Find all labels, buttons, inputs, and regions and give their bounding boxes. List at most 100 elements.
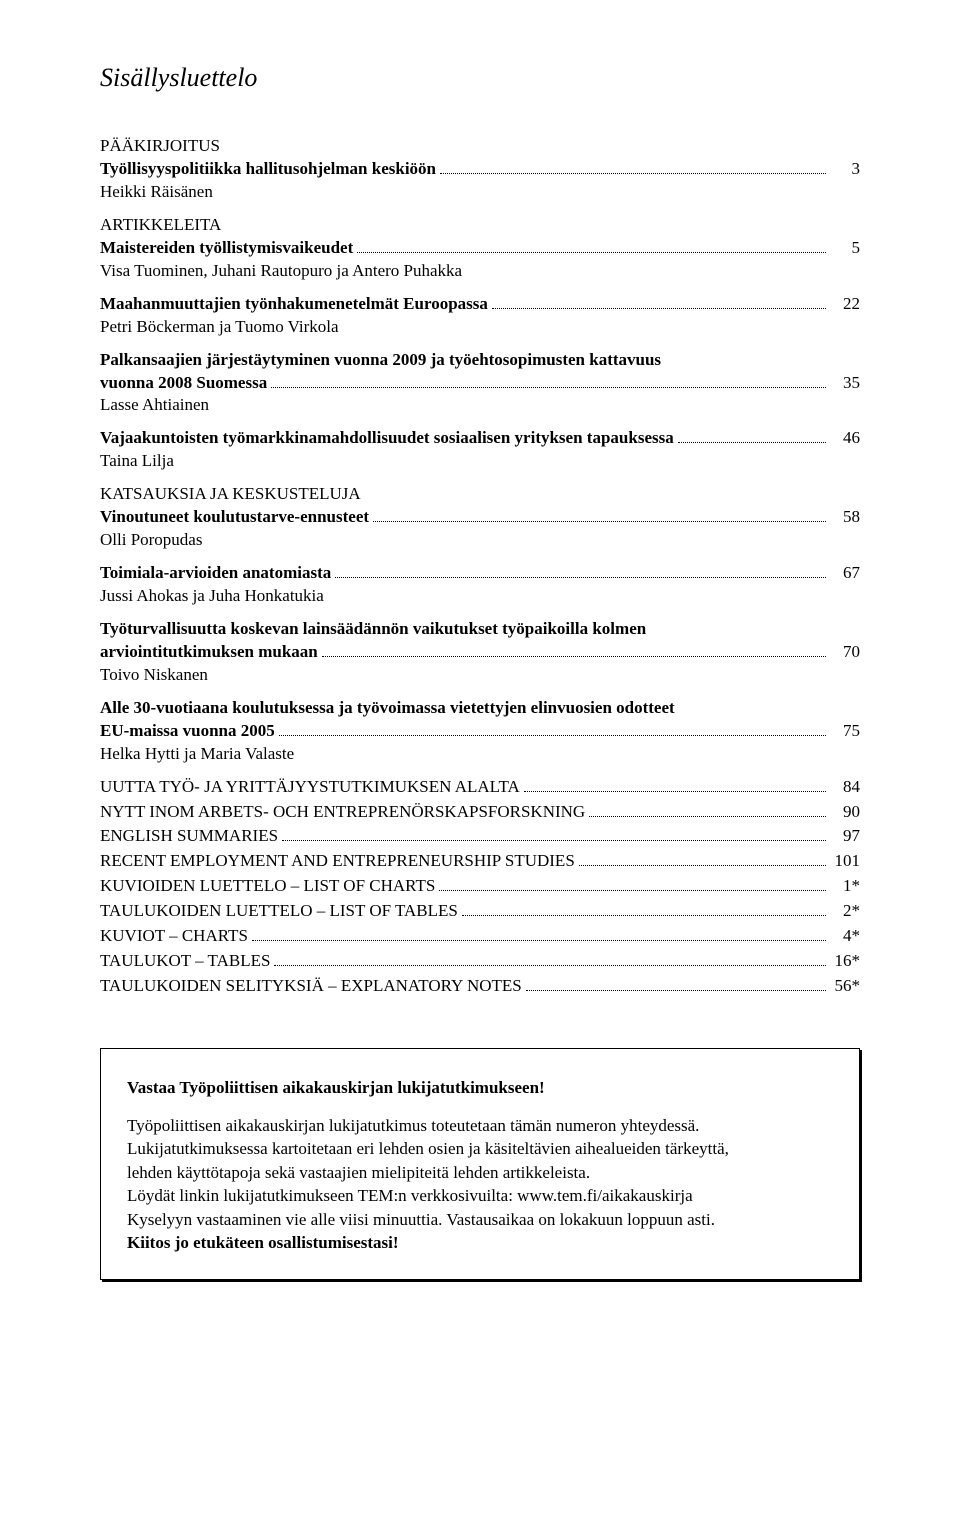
toc-entry-row: Maahanmuuttajien työnhakumenetelmät Euro… [100, 293, 860, 316]
toc-entry-author: Lasse Ahtiainen [100, 394, 860, 417]
leader-dots [439, 890, 826, 891]
leader-dots [492, 308, 826, 309]
toc-flat-row: UUTTA TYÖ- JA YRITTÄJYYSTUTKIMUKSEN ALAL… [100, 776, 860, 799]
toc-entry-title: Maahanmuuttajien työnhakumenetelmät Euro… [100, 293, 488, 316]
toc-flat-entries: UUTTA TYÖ- JA YRITTÄJYYSTUTKIMUKSEN ALAL… [100, 776, 860, 998]
leader-dots [526, 990, 826, 991]
toc-page-number: 5 [830, 237, 860, 260]
toc-page-number: 3 [830, 158, 860, 181]
toc-flat-row: NYTT INOM ARBETS- OCH ENTREPRENÖRSKAPSFO… [100, 801, 860, 824]
leader-dots [271, 387, 826, 388]
toc-entry-row: Palkansaajien järjestäytyminen vuonna 20… [100, 349, 860, 372]
toc-entry-title: Maistereiden työllistymisvaikeudet [100, 237, 353, 260]
toc-entry-title: RECENT EMPLOYMENT AND ENTREPRENEURSHIP S… [100, 850, 575, 873]
toc-page-number: 35 [830, 372, 860, 395]
leader-dots [589, 816, 826, 817]
toc-entry-row: Vajaakuntoisten työmarkkinamahdollisuude… [100, 427, 860, 450]
section-label: PÄÄKIRJOITUS [100, 135, 860, 158]
toc-entry-author: Jussi Ahokas ja Juha Honkatukia [100, 585, 860, 608]
toc-flat-row: KUVIOIDEN LUETTELO – LIST OF CHARTS 1* [100, 875, 860, 898]
toc-page-number: 90 [830, 801, 860, 824]
toc-entry-title: KUVIOT – CHARTS [100, 925, 248, 948]
notice-line: Työpoliittisen aikakauskirjan lukijatutk… [127, 1114, 833, 1137]
toc-entry-author: Olli Poropudas [100, 529, 860, 552]
toc-page-number: 58 [830, 506, 860, 529]
notice-line: Kyselyyn vastaaminen vie alle viisi minu… [127, 1208, 833, 1231]
toc-entry-row: arviointitutkimuksen mukaan70 [100, 641, 860, 664]
notice-line: Löydät linkin lukijatutkimukseen TEM:n v… [127, 1184, 833, 1207]
toc-entry-row: Vinoutuneet koulutustarve-ennusteet 58 [100, 506, 860, 529]
toc-entry-row: vuonna 2008 Suomessa 35 [100, 372, 860, 395]
toc-entry-row: Maistereiden työllistymisvaikeudet 5 [100, 237, 860, 260]
toc-title: Sisällysluettelo [100, 60, 860, 95]
toc-entry-title: ENGLISH SUMMARIES [100, 825, 278, 848]
toc-page-number: 2* [830, 900, 860, 923]
toc-entry-title: Vajaakuntoisten työmarkkinamahdollisuude… [100, 427, 674, 450]
toc-flat-row: ENGLISH SUMMARIES 97 [100, 825, 860, 848]
leader-dots [335, 577, 826, 578]
toc-entries: Työllisyyspolitiikka hallitusohjelman ke… [100, 158, 860, 766]
notice-closing: Kiitos jo etukäteen osallistumisestasi! [127, 1231, 833, 1254]
toc-page-number: 70 [830, 641, 860, 664]
toc-entry-title: Vinoutuneet koulutustarve-ennusteet [100, 506, 369, 529]
toc-entry-row: Työllisyyspolitiikka hallitusohjelman ke… [100, 158, 860, 181]
toc-entry-author: Taina Lilja [100, 450, 860, 473]
toc-flat-row: RECENT EMPLOYMENT AND ENTREPRENEURSHIP S… [100, 850, 860, 873]
toc-entry: Maistereiden työllistymisvaikeudet 5Visa … [100, 237, 860, 283]
toc-entry-title: TAULUKOIDEN SELITYKSIÄ – EXPLANATORY NOT… [100, 975, 522, 998]
toc-entry-author: Helka Hytti ja Maria Valaste [100, 743, 860, 766]
toc-page-number: 4* [830, 925, 860, 948]
toc-flat-row: TAULUKOIDEN SELITYKSIÄ – EXPLANATORY NOT… [100, 975, 860, 998]
toc-entry: Vinoutuneet koulutustarve-ennusteet 58Oll… [100, 506, 860, 552]
leader-dots [373, 521, 826, 522]
toc-entry: Työturvallisuutta koskevan lainsäädännön… [100, 618, 860, 687]
toc-entry-title: Alle 30-vuotiaana koulutuksessa ja työvo… [100, 697, 675, 720]
toc-entry-title: UUTTA TYÖ- JA YRITTÄJYYSTUTKIMUKSEN ALAL… [100, 776, 520, 799]
leader-dots [274, 965, 826, 966]
toc-entry: Vajaakuntoisten työmarkkinamahdollisuude… [100, 427, 860, 473]
toc-page-number: 22 [830, 293, 860, 316]
toc-flat-row: KUVIOT – CHARTS 4* [100, 925, 860, 948]
section-label: ARTIKKELEITA [100, 214, 860, 237]
toc-page-number: 1* [830, 875, 860, 898]
leader-dots [678, 442, 826, 443]
toc-page-number: 16* [830, 950, 860, 973]
leader-dots [322, 656, 826, 657]
toc-entry-author: Heikki Räisänen [100, 181, 860, 204]
toc-flat-row: TAULUKOT – TABLES16* [100, 950, 860, 973]
toc-entry: Alle 30-vuotiaana koulutuksessa ja työvo… [100, 697, 860, 766]
toc-page-number: 56* [830, 975, 860, 998]
toc-entry-row: Työturvallisuutta koskevan lainsäädännön… [100, 618, 860, 641]
toc-entry-title: Työllisyyspolitiikka hallitusohjelman ke… [100, 158, 436, 181]
toc-entry-author: Toivo Niskanen [100, 664, 860, 687]
notice-line: lehden käyttötapoja sekä vastaajien miel… [127, 1161, 833, 1184]
toc-page-number: 101 [830, 850, 860, 873]
notice-box: Vastaa Työpoliittisen aikakauskirjan luk… [100, 1048, 860, 1280]
toc-entry-title: Palkansaajien järjestäytyminen vuonna 20… [100, 349, 661, 372]
notice-title: Vastaa Työpoliittisen aikakauskirjan luk… [127, 1077, 833, 1100]
leader-dots [462, 915, 826, 916]
leader-dots [252, 940, 826, 941]
toc-entry-row: Toimiala-arvioiden anatomiasta 67 [100, 562, 860, 585]
toc-page-number: 97 [830, 825, 860, 848]
toc-entry-title: NYTT INOM ARBETS- OCH ENTREPRENÖRSKAPSFO… [100, 801, 585, 824]
toc-entry: Toimiala-arvioiden anatomiasta 67Jussi Ah… [100, 562, 860, 608]
notice-line: Lukijatutkimuksessa kartoitetaan eri leh… [127, 1137, 833, 1160]
leader-dots [440, 173, 826, 174]
toc-entry: Palkansaajien järjestäytyminen vuonna 20… [100, 349, 860, 418]
toc-entry-row: Alle 30-vuotiaana koulutuksessa ja työvo… [100, 697, 860, 720]
toc-entry-row: EU-maissa vuonna 200575 [100, 720, 860, 743]
toc-page-number: 67 [830, 562, 860, 585]
toc-page-number: 46 [830, 427, 860, 450]
leader-dots [357, 252, 826, 253]
toc-entry-title: TAULUKOIDEN LUETTELO – LIST OF TABLES [100, 900, 458, 923]
leader-dots [282, 840, 826, 841]
toc-entry-title: Toimiala-arvioiden anatomiasta [100, 562, 331, 585]
leader-dots [579, 865, 826, 866]
toc-entry-title: KUVIOIDEN LUETTELO – LIST OF CHARTS [100, 875, 435, 898]
toc-entry-author: Petri Böckerman ja Tuomo Virkola [100, 316, 860, 339]
leader-dots [524, 791, 826, 792]
toc-entry-title: vuonna 2008 Suomessa [100, 372, 267, 395]
toc-entry-author: Visa Tuominen, Juhani Rautopuro ja Anter… [100, 260, 860, 283]
toc-entry: Maahanmuuttajien työnhakumenetelmät Euro… [100, 293, 860, 339]
